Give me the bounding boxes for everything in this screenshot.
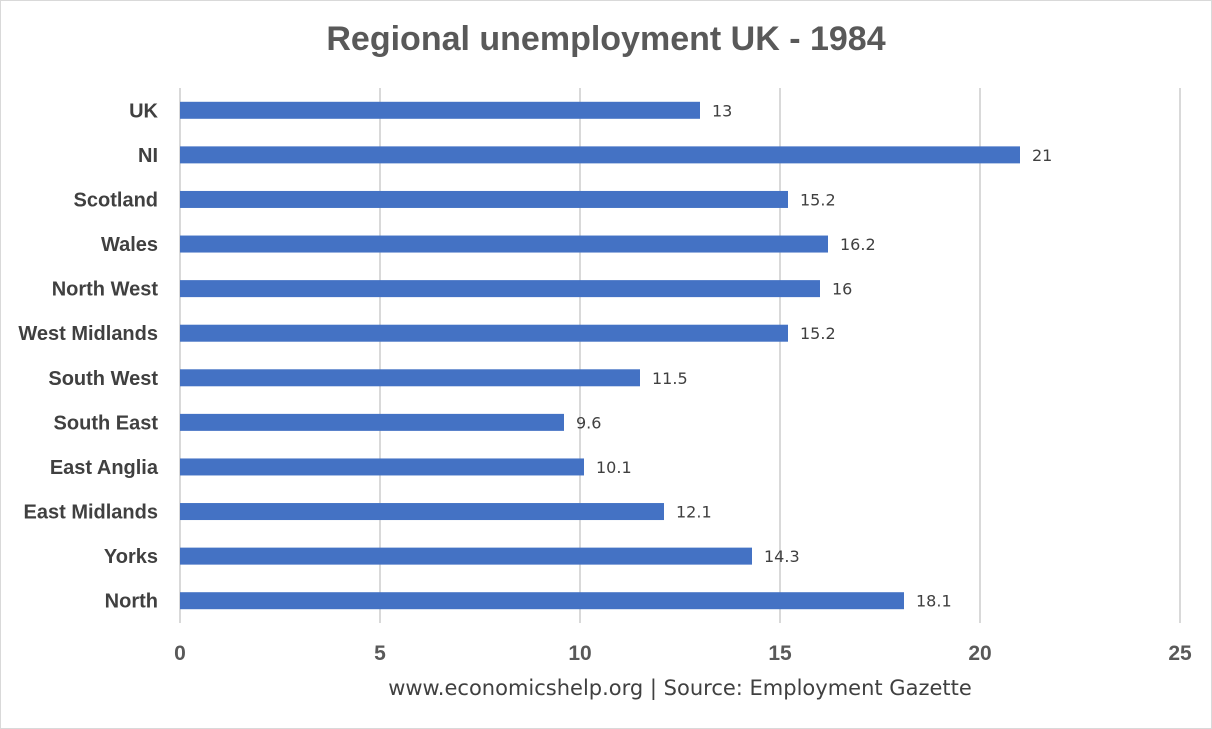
data-label: 12.1	[676, 503, 712, 522]
category-label: UK	[129, 100, 158, 122]
bar-south-east	[180, 413, 564, 431]
category-label: Wales	[101, 234, 158, 256]
category-label: West Midlands	[18, 323, 158, 345]
x-tick-label: 5	[374, 642, 386, 665]
x-tick-label: 0	[174, 642, 186, 665]
source-note: www.economicshelp.org | Source: Employme…	[388, 676, 972, 700]
data-label: 13	[712, 101, 732, 120]
data-label: 14.3	[764, 547, 800, 566]
x-tick-label: 25	[1168, 642, 1192, 665]
data-label: 16.2	[840, 235, 876, 254]
data-label: 16	[832, 280, 852, 299]
category-label: East Midlands	[24, 502, 158, 524]
bar-yorks	[180, 547, 752, 565]
bar-ni	[180, 146, 1020, 164]
bar-wales	[180, 235, 828, 253]
bar-uk	[180, 101, 700, 119]
data-label: 10.1	[596, 458, 632, 477]
x-tick-label: 10	[568, 642, 591, 665]
gridlines	[179, 88, 1181, 623]
category-label: South East	[54, 412, 159, 434]
category-label: Scotland	[74, 189, 158, 211]
category-label: Yorks	[104, 546, 158, 568]
data-label: 15.2	[800, 324, 836, 343]
category-label: South West	[48, 368, 158, 390]
bar-south-west	[180, 369, 640, 387]
data-label: 18.1	[916, 592, 952, 611]
data-label: 9.6	[576, 413, 601, 432]
category-label: North West	[52, 279, 159, 301]
category-label: NI	[138, 145, 158, 167]
x-tick-label: 20	[968, 642, 991, 665]
data-labels: 13 21 15.2 16.2 16 15.2 11.5 9.6 10.1 12.1 14.3 18.…	[576, 101, 1052, 610]
bar-north-west	[180, 280, 820, 298]
bar-east-anglia	[180, 458, 584, 476]
bars	[180, 101, 1020, 610]
x-tick-labels: 0 5 10 15 20 25	[174, 642, 1192, 665]
bar-scotland	[180, 190, 788, 208]
bar-east-midlands	[180, 503, 664, 521]
data-label: 11.5	[652, 369, 688, 388]
category-labels: UK NI Scotland Wales North West West Midlands…	[18, 100, 159, 612]
chart-title: Regional unemployment UK - 1984	[326, 20, 886, 58]
x-tick-label: 15	[768, 642, 792, 665]
bar-west-midlands	[180, 324, 788, 342]
bar-north	[180, 592, 904, 610]
data-label: 21	[1032, 146, 1052, 165]
category-label: North	[105, 591, 158, 613]
category-label: East Anglia	[50, 457, 159, 479]
data-label: 15.2	[800, 190, 836, 209]
